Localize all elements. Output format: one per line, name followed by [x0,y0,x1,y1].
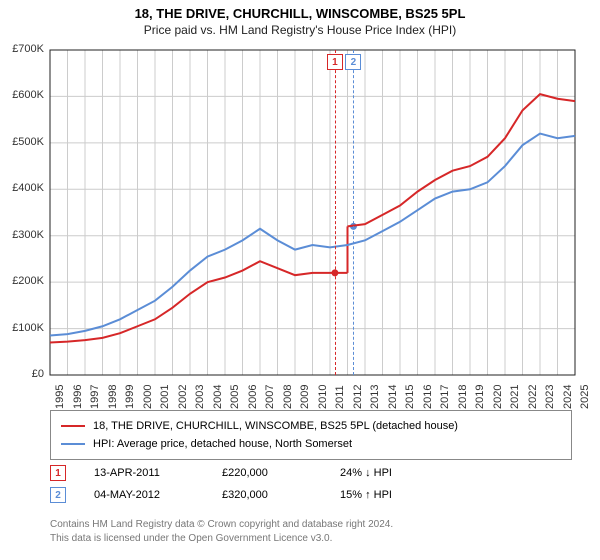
x-tick-label: 2017 [439,385,451,409]
event-marker-icon: 1 [50,465,66,481]
x-tick-label: 2005 [229,385,241,409]
x-tick-label: 2010 [317,385,329,409]
x-tick-label: 2019 [474,385,486,409]
x-tick-label: 2008 [282,385,294,409]
x-tick-label: 2003 [194,385,206,409]
x-tick-label: 2006 [247,385,259,409]
x-tick-label: 2012 [352,385,364,409]
x-tick-label: 2009 [299,385,311,409]
legend-swatch [61,443,85,445]
attribution-line: This data is licensed under the Open Gov… [50,532,393,546]
sale-delta: 15% ↑ HPI [340,489,392,501]
x-tick-label: 2020 [492,385,504,409]
y-tick-label: £100K [0,322,44,334]
x-tick-label: 2016 [422,385,434,409]
y-tick-label: £500K [0,136,44,148]
event-line [335,50,336,375]
figure-container: 18, THE DRIVE, CHURCHILL, WINSCOMBE, BS2… [0,0,600,560]
y-tick-label: £600K [0,89,44,101]
sale-price: £320,000 [222,489,312,501]
x-tick-label: 2001 [159,385,171,409]
sale-price: £220,000 [222,467,312,479]
event-line [353,50,354,375]
x-tick-label: 1999 [124,385,136,409]
x-tick-label: 2021 [509,385,521,409]
sale-delta: 24% ↓ HPI [340,467,392,479]
x-tick-label: 2022 [527,385,539,409]
sales-table: 1 13-APR-2011 £220,000 24% ↓ HPI 2 04-MA… [50,462,392,506]
attribution: Contains HM Land Registry data © Crown c… [50,518,393,546]
x-tick-label: 1998 [107,385,119,409]
x-tick-label: 2000 [142,385,154,409]
y-tick-label: £300K [0,229,44,241]
y-tick-label: £0 [0,368,44,380]
legend-item: HPI: Average price, detached house, Nort… [61,435,561,453]
legend-item: 18, THE DRIVE, CHURCHILL, WINSCOMBE, BS2… [61,417,561,435]
x-tick-label: 1997 [89,385,101,409]
attribution-line: Contains HM Land Registry data © Crown c… [50,518,393,532]
x-tick-label: 1995 [54,385,66,409]
event-marker-icon: 1 [327,54,343,70]
x-tick-label: 2007 [264,385,276,409]
x-tick-label: 2013 [369,385,381,409]
sale-date: 04-MAY-2012 [94,489,194,501]
y-tick-label: £200K [0,275,44,287]
y-tick-label: £700K [0,43,44,55]
price-chart [0,0,600,400]
y-tick-label: £400K [0,182,44,194]
x-tick-label: 2014 [387,385,399,409]
legend-label: HPI: Average price, detached house, Nort… [93,438,352,450]
legend-label: 18, THE DRIVE, CHURCHILL, WINSCOMBE, BS2… [93,420,458,432]
x-tick-label: 2004 [212,385,224,409]
x-tick-label: 2015 [404,385,416,409]
sale-date: 13-APR-2011 [94,467,194,479]
sale-row: 2 04-MAY-2012 £320,000 15% ↑ HPI [50,484,392,506]
legend: 18, THE DRIVE, CHURCHILL, WINSCOMBE, BS2… [50,410,572,460]
event-marker-icon: 2 [345,54,361,70]
x-tick-label: 2024 [562,385,574,409]
x-tick-label: 2002 [177,385,189,409]
x-tick-label: 2018 [457,385,469,409]
x-tick-label: 1996 [72,385,84,409]
x-tick-label: 2011 [334,385,346,409]
sale-row: 1 13-APR-2011 £220,000 24% ↓ HPI [50,462,392,484]
event-marker-icon: 2 [50,487,66,503]
x-tick-label: 2025 [579,385,591,409]
legend-swatch [61,425,85,427]
x-tick-label: 2023 [544,385,556,409]
